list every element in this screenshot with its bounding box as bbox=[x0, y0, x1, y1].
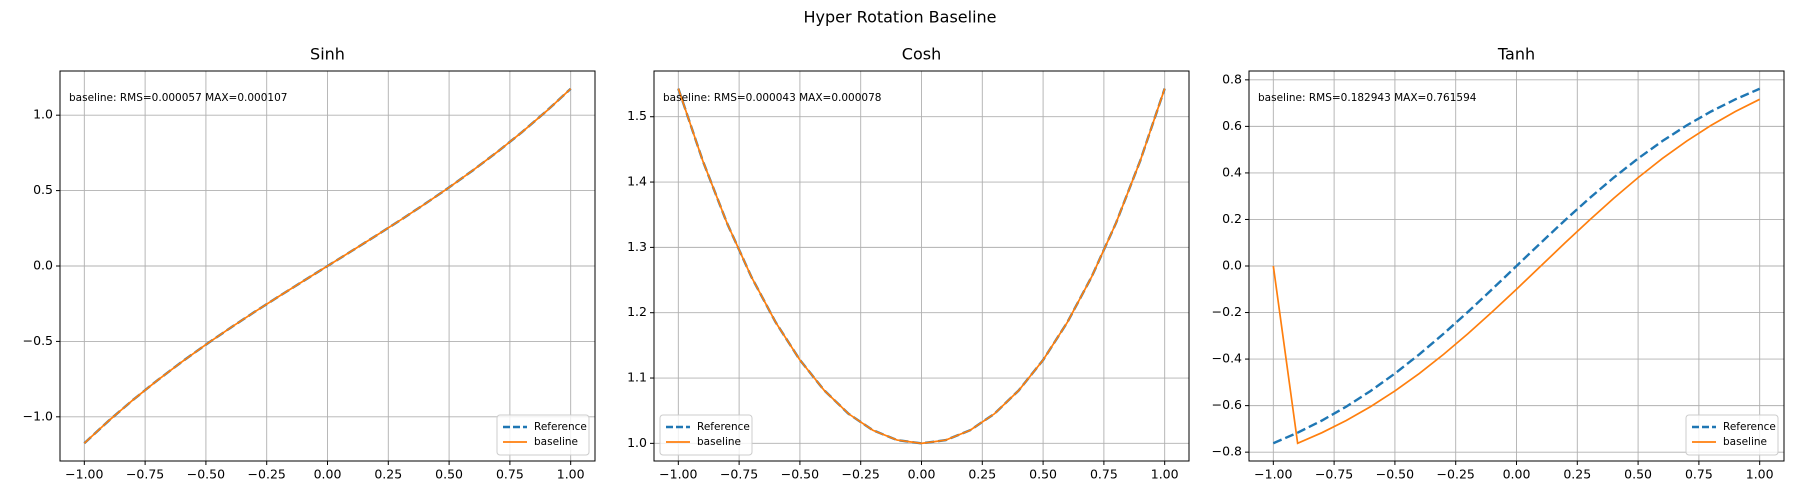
subplot-title: Cosh bbox=[902, 45, 941, 64]
y-tick-label: 1.0 bbox=[627, 435, 647, 450]
y-tick-label: 0.5 bbox=[33, 182, 53, 197]
y-tick-label: −0.4 bbox=[1212, 351, 1242, 366]
subplot-title: Tanh bbox=[1497, 45, 1535, 64]
x-tick-label: −0.25 bbox=[1437, 467, 1475, 482]
x-tick-label: 0.50 bbox=[1624, 467, 1652, 482]
y-tick-label: −0.8 bbox=[1212, 444, 1242, 459]
annotation: baseline: RMS=0.182943 MAX=0.761594 bbox=[1258, 92, 1477, 104]
legend-box bbox=[1685, 414, 1779, 456]
x-tick-label: −0.25 bbox=[248, 467, 286, 482]
y-tick-label: 0.8 bbox=[1222, 71, 1242, 86]
x-tick-label: 0.25 bbox=[968, 467, 996, 482]
legend-box bbox=[659, 414, 753, 456]
series-line bbox=[677, 88, 1166, 445]
y-tick-label: −0.5 bbox=[23, 333, 53, 348]
series-line bbox=[83, 88, 572, 444]
x-tick-label: 0.75 bbox=[1090, 467, 1118, 482]
y-tick-label: −0.6 bbox=[1212, 397, 1242, 412]
figure-title: Hyper Rotation Baseline bbox=[804, 8, 997, 27]
legend-box bbox=[496, 414, 590, 456]
x-tick-label: 0.00 bbox=[314, 467, 342, 482]
y-tick-label: 1.4 bbox=[627, 174, 647, 189]
y-tick-label: 1.0 bbox=[33, 107, 53, 122]
legend-label: Reference bbox=[534, 421, 587, 433]
axes-frame bbox=[59, 70, 596, 462]
y-tick-label: −0.2 bbox=[1212, 304, 1242, 319]
legend: Reference baseline bbox=[659, 414, 753, 456]
x-tick-label: −1.00 bbox=[659, 467, 697, 482]
y-tick-label: −1.0 bbox=[23, 408, 53, 423]
legend: Reference baseline bbox=[1685, 414, 1779, 456]
y-tick-label: 1.3 bbox=[627, 239, 647, 254]
axes-frame bbox=[653, 70, 1190, 462]
series-line bbox=[1272, 87, 1761, 445]
legend-label: Reference bbox=[1723, 421, 1776, 433]
legend-label: baseline bbox=[1723, 436, 1767, 448]
x-tick-label: 1.00 bbox=[1746, 467, 1774, 482]
y-tick-label: 0.2 bbox=[1222, 211, 1242, 226]
annotation: baseline: RMS=0.000043 MAX=0.000078 bbox=[663, 92, 881, 104]
y-tick-label: 0.0 bbox=[1222, 258, 1242, 273]
x-tick-label: 1.00 bbox=[557, 467, 585, 482]
x-tick-label: −0.50 bbox=[1376, 467, 1414, 482]
x-tick-label: −0.25 bbox=[842, 467, 880, 482]
x-tick-label: 1.00 bbox=[1151, 467, 1179, 482]
x-tick-label: −0.75 bbox=[720, 467, 758, 482]
y-tick-label: 0.6 bbox=[1222, 118, 1242, 133]
legend-label: baseline bbox=[534, 436, 578, 448]
y-tick-label: 1.5 bbox=[627, 108, 647, 123]
y-tick-label: 0.0 bbox=[33, 258, 53, 273]
series-line bbox=[1272, 98, 1761, 445]
annotation: baseline: RMS=0.000057 MAX=0.000107 bbox=[69, 92, 287, 104]
x-tick-label: 0.50 bbox=[1029, 467, 1057, 482]
legend-label: Reference bbox=[697, 421, 750, 433]
axes-frame bbox=[1248, 70, 1785, 462]
x-tick-label: 0.75 bbox=[1685, 467, 1713, 482]
y-tick-label: 0.4 bbox=[1222, 164, 1242, 179]
x-tick-label: −1.00 bbox=[1254, 467, 1292, 482]
x-tick-label: 0.75 bbox=[496, 467, 524, 482]
x-tick-label: 0.25 bbox=[1563, 467, 1591, 482]
y-tick-label: 1.2 bbox=[627, 304, 647, 319]
legend-label: baseline bbox=[697, 436, 741, 448]
x-tick-label: −0.50 bbox=[781, 467, 819, 482]
x-tick-label: −0.75 bbox=[1315, 467, 1353, 482]
x-tick-label: −0.50 bbox=[187, 467, 225, 482]
x-tick-label: 0.25 bbox=[374, 467, 402, 482]
x-tick-label: −1.00 bbox=[65, 467, 103, 482]
legend: Reference baseline bbox=[496, 414, 590, 456]
subplot-title: Sinh bbox=[310, 45, 345, 64]
x-tick-label: 0.00 bbox=[908, 467, 936, 482]
x-tick-label: −0.75 bbox=[126, 467, 164, 482]
y-tick-label: 1.1 bbox=[627, 370, 647, 385]
x-tick-label: 0.50 bbox=[435, 467, 463, 482]
x-tick-label: 0.00 bbox=[1503, 467, 1531, 482]
